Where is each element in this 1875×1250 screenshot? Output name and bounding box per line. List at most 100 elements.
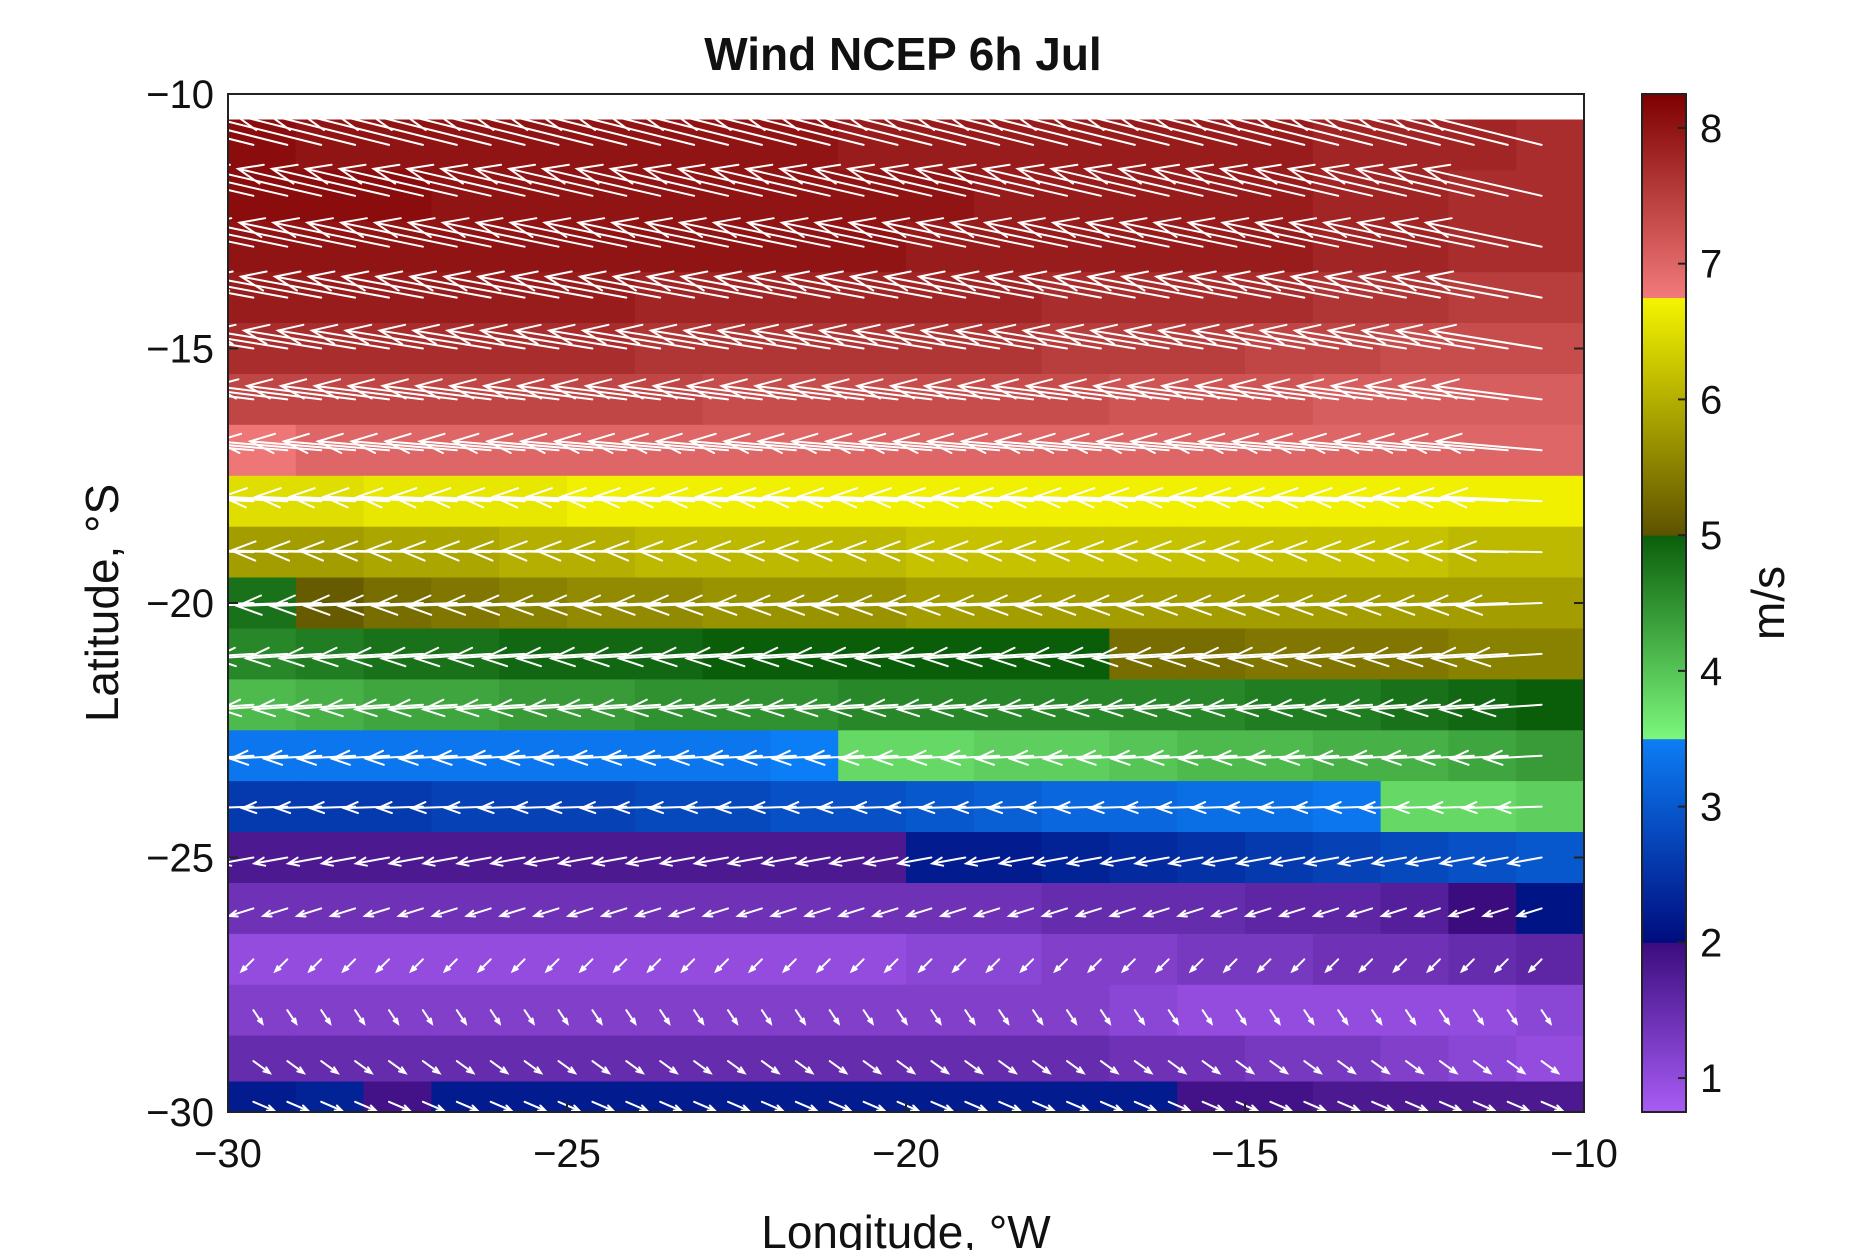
wind-vector bbox=[185, 487, 289, 509]
wind-vector bbox=[565, 907, 594, 918]
heatmap-cell bbox=[838, 1035, 907, 1083]
wind-vector bbox=[135, 217, 255, 248]
heatmap-cell bbox=[1109, 984, 1178, 1037]
wind-vector bbox=[928, 698, 1001, 718]
wind-vector bbox=[693, 1009, 705, 1026]
wind-vector bbox=[1061, 432, 1170, 454]
wind-vector bbox=[930, 1100, 955, 1112]
wind-vector bbox=[1187, 270, 1306, 299]
wind-vector bbox=[338, 217, 458, 248]
heatmap-cell bbox=[634, 984, 704, 1037]
wind-vector bbox=[1289, 270, 1407, 299]
wind-vector bbox=[281, 432, 390, 454]
wind-vector bbox=[1202, 487, 1306, 509]
wind-vector bbox=[1540, 1060, 1561, 1075]
wind-vector bbox=[668, 749, 729, 766]
wind-vector bbox=[848, 270, 967, 299]
wind-vector bbox=[760, 1100, 786, 1112]
wind-vector bbox=[953, 323, 1068, 350]
colorbar: 1 2 3 4 5 6 7 8 bbox=[1641, 93, 1722, 1113]
wind-vector bbox=[998, 1009, 1010, 1026]
wind-vector bbox=[217, 698, 289, 718]
wind-vector bbox=[328, 907, 357, 918]
wind-vector bbox=[318, 698, 390, 718]
wind-vector bbox=[251, 856, 289, 867]
wind-vector bbox=[1421, 163, 1543, 197]
wind-vector bbox=[1222, 958, 1238, 974]
wind-vector bbox=[634, 749, 696, 766]
wind-vector bbox=[896, 1009, 908, 1026]
wind-vector bbox=[173, 323, 289, 350]
wind-vector bbox=[1421, 594, 1509, 616]
wind-vector bbox=[828, 1100, 854, 1112]
heatmap-cell bbox=[838, 933, 907, 986]
wind-vector bbox=[268, 594, 357, 616]
wind-vector bbox=[623, 698, 696, 718]
heatmap-cell bbox=[1448, 984, 1517, 1037]
wind-vector bbox=[1540, 1009, 1553, 1026]
wind-vector bbox=[844, 594, 933, 616]
heatmap-cell bbox=[1516, 323, 1585, 375]
wind-vector bbox=[693, 1060, 713, 1075]
wind-vector bbox=[285, 856, 323, 867]
wind-vector bbox=[789, 432, 899, 454]
wind-vector bbox=[1317, 110, 1441, 146]
wind-vector bbox=[404, 163, 526, 197]
wind-vector bbox=[489, 1009, 502, 1026]
wind-vector bbox=[1319, 594, 1407, 616]
wind-vector bbox=[770, 749, 831, 766]
wind-vector bbox=[1336, 856, 1374, 867]
wind-vector bbox=[795, 487, 899, 509]
wind-vector bbox=[315, 432, 424, 454]
heatmap-cell bbox=[906, 933, 975, 986]
wind-vector bbox=[895, 856, 933, 867]
wind-vector bbox=[539, 594, 628, 616]
heatmap-cell bbox=[1516, 374, 1585, 426]
wind-vector bbox=[1018, 270, 1136, 299]
wind-vector bbox=[1066, 487, 1170, 509]
wind-vector bbox=[931, 487, 1035, 509]
heatmap-cell bbox=[1516, 933, 1585, 986]
wind-vector bbox=[1258, 323, 1374, 350]
wind-vector bbox=[286, 1060, 306, 1075]
heatmap-cell bbox=[1177, 1035, 1246, 1083]
wind-vector bbox=[440, 217, 560, 248]
wind-vector bbox=[612, 958, 628, 974]
wind-vector bbox=[1156, 323, 1272, 350]
heatmap-cell bbox=[973, 1035, 1043, 1083]
wind-vector bbox=[1012, 110, 1136, 146]
wind-vector bbox=[1332, 432, 1441, 454]
wind-vector bbox=[964, 1009, 976, 1026]
wind-vector bbox=[543, 270, 662, 299]
wind-vector bbox=[1285, 594, 1374, 616]
wind-vector bbox=[321, 487, 424, 509]
wind-vector bbox=[1506, 1100, 1532, 1112]
wind-vector bbox=[1221, 270, 1340, 299]
wind-vector bbox=[518, 432, 628, 454]
heatmap-cell bbox=[770, 984, 839, 1037]
wind-vector bbox=[1200, 856, 1238, 867]
wind-vector bbox=[1439, 487, 1543, 509]
wind-vector bbox=[1154, 958, 1170, 974]
wind-vector bbox=[736, 749, 797, 766]
wind-vector bbox=[498, 749, 560, 766]
wind-vector bbox=[710, 163, 831, 197]
x-tick-label: −25 bbox=[533, 1132, 601, 1176]
wind-vector bbox=[813, 217, 933, 248]
wind-vector bbox=[722, 432, 831, 454]
wind-vector bbox=[490, 487, 594, 509]
wind-vector bbox=[566, 749, 628, 766]
wind-vector bbox=[269, 163, 390, 197]
wind-vector bbox=[984, 270, 1102, 299]
wind-vector bbox=[522, 856, 560, 867]
wind-vector bbox=[1447, 907, 1475, 918]
heatmap-cell bbox=[1516, 475, 1585, 528]
wind-vector bbox=[241, 323, 357, 350]
wind-vector bbox=[1119, 270, 1238, 299]
wind-vector bbox=[702, 749, 763, 766]
colorbar-tick-label: 1 bbox=[1700, 1057, 1722, 1101]
wind-vector bbox=[1448, 749, 1509, 766]
wind-vector bbox=[1264, 432, 1374, 454]
wind-vector bbox=[682, 323, 797, 350]
